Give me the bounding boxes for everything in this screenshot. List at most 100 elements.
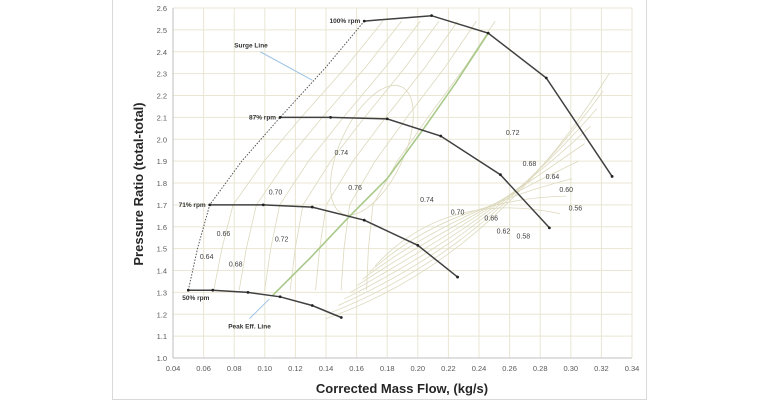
efficiency-contour bbox=[350, 143, 585, 293]
efficiency-label: 0.72 bbox=[275, 236, 289, 243]
efficiency-contour bbox=[238, 20, 402, 291]
y-tick-label: 1.9 bbox=[157, 157, 167, 166]
efficiency-contour bbox=[340, 20, 477, 291]
efficiency-label: 0.62 bbox=[497, 229, 511, 236]
y-tick-label: 1.4 bbox=[157, 267, 167, 276]
efficiency-contour bbox=[344, 125, 591, 300]
speed-line-point bbox=[416, 243, 420, 247]
speed-line-label: 87% rpm bbox=[249, 114, 276, 121]
x-tick-label: 0.06 bbox=[196, 364, 211, 373]
speed-line-point bbox=[310, 304, 314, 307]
efficiency-contour bbox=[213, 20, 384, 291]
speed-line-point bbox=[339, 316, 343, 319]
speed-line-point bbox=[439, 134, 443, 138]
speed-line-point bbox=[362, 218, 366, 222]
efficiency-label: 0.56 bbox=[569, 206, 583, 213]
efficiency-contour bbox=[366, 20, 496, 291]
y-tick-label: 2.4 bbox=[157, 48, 167, 57]
efficiency-label: 0.58 bbox=[517, 234, 531, 241]
speed-line-point bbox=[278, 295, 282, 299]
peak-eff-line-label: Peak Eff. Line bbox=[228, 323, 271, 330]
efficiency-label: 0.66 bbox=[484, 216, 498, 223]
x-tick-label: 0.28 bbox=[533, 364, 548, 373]
y-tick-label: 2.0 bbox=[157, 135, 167, 144]
y-tick-label: 2.1 bbox=[157, 113, 167, 122]
x-tick-label: 0.30 bbox=[563, 364, 578, 373]
efficiency-contour bbox=[338, 108, 598, 306]
efficiency-contour bbox=[264, 20, 421, 291]
efficiency-label: 0.60 bbox=[559, 187, 573, 194]
x-axis-title: Corrected Mass Flow, (kg/s) bbox=[316, 381, 488, 396]
efficiency-label: 0.66 bbox=[217, 231, 231, 238]
speed-line-point bbox=[278, 115, 282, 119]
x-tick-label: 0.08 bbox=[227, 364, 242, 373]
y-tick-label: 2.6 bbox=[157, 4, 167, 13]
y-tick-label: 1.3 bbox=[157, 288, 167, 297]
speed-line-point bbox=[329, 115, 332, 119]
chart-frame bbox=[112, 0, 647, 400]
y-tick-label: 1.6 bbox=[157, 223, 167, 232]
efficiency-contour bbox=[331, 90, 604, 313]
speed-line-label: 71% rpm bbox=[179, 202, 206, 209]
speed-line-point bbox=[430, 14, 433, 18]
annotations: 100% rpm 87% rpm 71% rpm 50% rpm Surge Line P… bbox=[179, 18, 583, 330]
grid bbox=[172, 7, 633, 359]
speed-line-point bbox=[362, 19, 366, 23]
y-tick-label: 1.1 bbox=[157, 332, 167, 341]
x-tick-label: 0.18 bbox=[380, 364, 395, 373]
speed-line-100-rpm bbox=[364, 14, 613, 177]
speed-line-point bbox=[310, 205, 314, 209]
efficiency-label: 0.70 bbox=[451, 210, 465, 217]
peak-eff-line-leader bbox=[249, 298, 270, 319]
efficiency-label: 0.68 bbox=[523, 161, 537, 168]
speed-line-point bbox=[610, 175, 614, 178]
y-axis-title: Pressure Ratio (total-total) bbox=[131, 102, 146, 265]
speed-line-87-rpm bbox=[280, 116, 550, 229]
speed-line-point bbox=[547, 226, 551, 230]
efficiency-contour bbox=[289, 20, 440, 291]
efficiency-contour bbox=[374, 207, 561, 267]
x-tick-label: 0.24 bbox=[472, 364, 487, 373]
y-tick-label: 1.7 bbox=[157, 201, 167, 210]
efficiency-contours bbox=[213, 20, 610, 320]
efficiency-label: 0.68 bbox=[229, 261, 243, 268]
speed-line-71-rpm bbox=[209, 204, 459, 278]
x-tick-label: 0.16 bbox=[349, 364, 364, 373]
speed-line-label: 100% rpm bbox=[330, 18, 361, 25]
speed-line-point bbox=[186, 288, 190, 292]
x-tick-label: 0.20 bbox=[410, 364, 425, 373]
x-tick-label: 0.26 bbox=[502, 364, 517, 373]
efficiency-label: 0.64 bbox=[200, 254, 214, 261]
x-tick-label: 0.22 bbox=[441, 364, 456, 373]
efficiency-label: 0.76 bbox=[348, 185, 362, 192]
surge-line-leader bbox=[259, 51, 313, 81]
x-tick-label: 0.12 bbox=[288, 364, 303, 373]
efficiency-label: 0.72 bbox=[506, 130, 520, 137]
y-tick-label: 2.2 bbox=[157, 92, 167, 101]
x-tick-label: 0.34 bbox=[625, 364, 640, 373]
speed-line-label: 50% rpm bbox=[182, 295, 209, 302]
speed-line-point bbox=[456, 275, 459, 279]
speed-line-point bbox=[499, 173, 502, 177]
speed-line-point bbox=[544, 76, 548, 80]
speed-line-point bbox=[211, 288, 215, 292]
speed-line-point bbox=[385, 117, 389, 121]
efficiency-label: 0.64 bbox=[546, 174, 560, 181]
y-tick-label: 1.5 bbox=[157, 245, 167, 254]
efficiency-contour bbox=[356, 160, 579, 287]
efficiency-label: 0.74 bbox=[420, 197, 434, 204]
speed-line-point bbox=[208, 203, 212, 207]
speed-line-point bbox=[261, 203, 265, 207]
y-tick-label: 1.0 bbox=[157, 354, 167, 363]
efficiency-contour bbox=[362, 178, 573, 280]
peak-efficiency-line bbox=[271, 32, 489, 297]
surge-line bbox=[187, 20, 365, 291]
x-tick-label: 0.10 bbox=[257, 364, 272, 373]
efficiency-island-contour bbox=[330, 84, 414, 216]
tick-labels: 0.04 0.06 0.08 0.10 0.12 0.14 0.16 0.18 0.20 0.22… bbox=[157, 4, 640, 373]
speed-line-point bbox=[246, 290, 250, 294]
efficiency-contour bbox=[368, 195, 567, 273]
efficiency-label: 0.70 bbox=[269, 189, 283, 196]
surge-line-label: Surge Line bbox=[234, 42, 268, 49]
